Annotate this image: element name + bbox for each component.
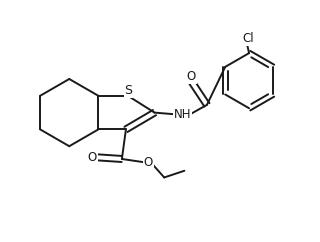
- Text: O: O: [87, 151, 97, 165]
- Text: S: S: [124, 83, 132, 97]
- Text: O: O: [143, 156, 153, 168]
- Text: Cl: Cl: [243, 32, 254, 45]
- Text: NH: NH: [174, 108, 191, 121]
- Text: O: O: [187, 70, 196, 83]
